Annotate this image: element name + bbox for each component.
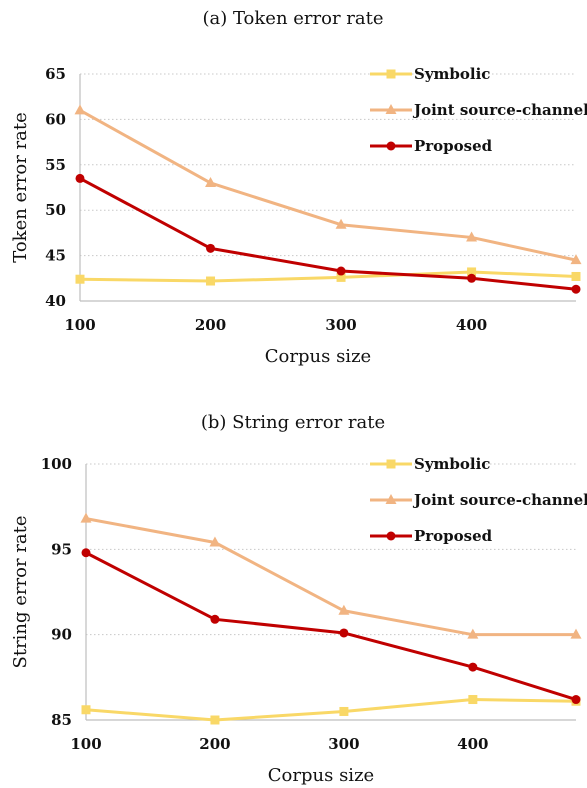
circle-marker: [210, 614, 220, 624]
triangle-marker: [205, 176, 217, 187]
triangle-marker: [74, 104, 86, 115]
y-tick-label: 40: [45, 292, 66, 310]
square-marker: [339, 706, 349, 716]
square-marker: [467, 267, 477, 277]
series-line: [79, 270, 577, 283]
triangle-marker: [466, 231, 478, 242]
x-tick-label: 200: [199, 735, 230, 753]
circle-marker: [467, 273, 477, 283]
x-tick-label: 100: [70, 735, 101, 753]
y-tick-label: 60: [45, 110, 66, 128]
legend-item: Proposed: [370, 137, 493, 155]
square-marker: [386, 459, 396, 469]
series-line: [85, 517, 576, 637]
y-tick-label: 55: [45, 156, 66, 174]
y-tick-label: 50: [45, 201, 66, 219]
triangle-marker: [385, 494, 397, 504]
y-tick-label: 45: [45, 247, 66, 265]
legend-label: Proposed: [414, 137, 493, 155]
square-marker: [206, 276, 216, 286]
square-marker: [571, 271, 581, 281]
series-line: [85, 551, 577, 701]
legend-item: Joint source-channel: [370, 101, 587, 119]
circle-marker: [339, 628, 349, 638]
series-proposed: [75, 173, 581, 294]
triangle-marker: [335, 218, 347, 229]
triangle-marker: [338, 604, 350, 615]
series-line: [79, 109, 577, 262]
y-tick-label: 100: [41, 455, 72, 473]
legend-label: Symbolic: [414, 65, 490, 83]
series-joint-source-channel: [80, 512, 582, 639]
x-tick-label: 200: [195, 316, 226, 334]
square-marker: [81, 705, 91, 715]
circle-marker: [75, 173, 85, 183]
legend-label: Symbolic: [414, 455, 490, 473]
y-tick-label: 95: [51, 540, 72, 558]
series-symbolic: [75, 267, 581, 286]
circle-marker: [571, 695, 581, 705]
legend-item: Proposed: [370, 527, 493, 545]
square-marker: [75, 274, 85, 284]
circle-marker: [386, 531, 396, 541]
legend-label: Joint source-channel: [412, 491, 587, 509]
y-tick-label: 65: [45, 65, 66, 83]
legend-label: Proposed: [414, 527, 493, 545]
y-tick-label: 90: [51, 626, 72, 644]
triangle-marker: [570, 254, 582, 265]
triangle-marker: [467, 628, 479, 639]
square-marker: [468, 695, 478, 705]
square-marker: [336, 272, 346, 282]
series-joint-source-channel: [74, 104, 582, 265]
legend-label: Joint source-channel: [412, 101, 587, 119]
x-axis-label: Corpus size: [265, 346, 371, 367]
y-axis-label: Token error rate: [10, 112, 31, 263]
square-marker: [386, 69, 396, 79]
legend-item: Joint source-channel: [370, 491, 587, 509]
chart-2: (b) String error rate 85 90 95 100 100 200 300 4…: [10, 412, 587, 786]
x-tick-label: 100: [64, 316, 95, 334]
x-tick-label: 400: [456, 316, 487, 334]
legend-item: Symbolic: [370, 455, 490, 473]
circle-marker: [336, 266, 346, 276]
chart-title: (a) Token error rate: [202, 8, 383, 29]
circle-marker: [206, 243, 216, 253]
triangle-marker: [385, 104, 397, 114]
triangle-marker: [80, 512, 92, 523]
y-axis-label: String error rate: [10, 515, 31, 668]
x-tick-label: 400: [457, 735, 488, 753]
triangle-marker: [570, 628, 582, 639]
chart-1: (a) Token error rate 40 45 50 55 60 65 100 200 30…: [10, 8, 587, 367]
legend-item: Symbolic: [370, 65, 490, 83]
circle-marker: [81, 548, 91, 558]
x-tick-label: 300: [328, 735, 359, 753]
circle-marker: [571, 284, 581, 294]
series-proposed: [81, 548, 581, 705]
x-tick-label: 300: [325, 316, 356, 334]
x-axis-label: Corpus size: [268, 765, 374, 786]
chart-title: (b) String error rate: [201, 412, 385, 433]
triangle-marker: [209, 536, 221, 547]
circle-marker: [386, 141, 396, 151]
circle-marker: [468, 662, 478, 672]
square-marker: [210, 715, 220, 725]
series-line: [85, 698, 577, 722]
y-tick-label: 85: [51, 711, 72, 729]
